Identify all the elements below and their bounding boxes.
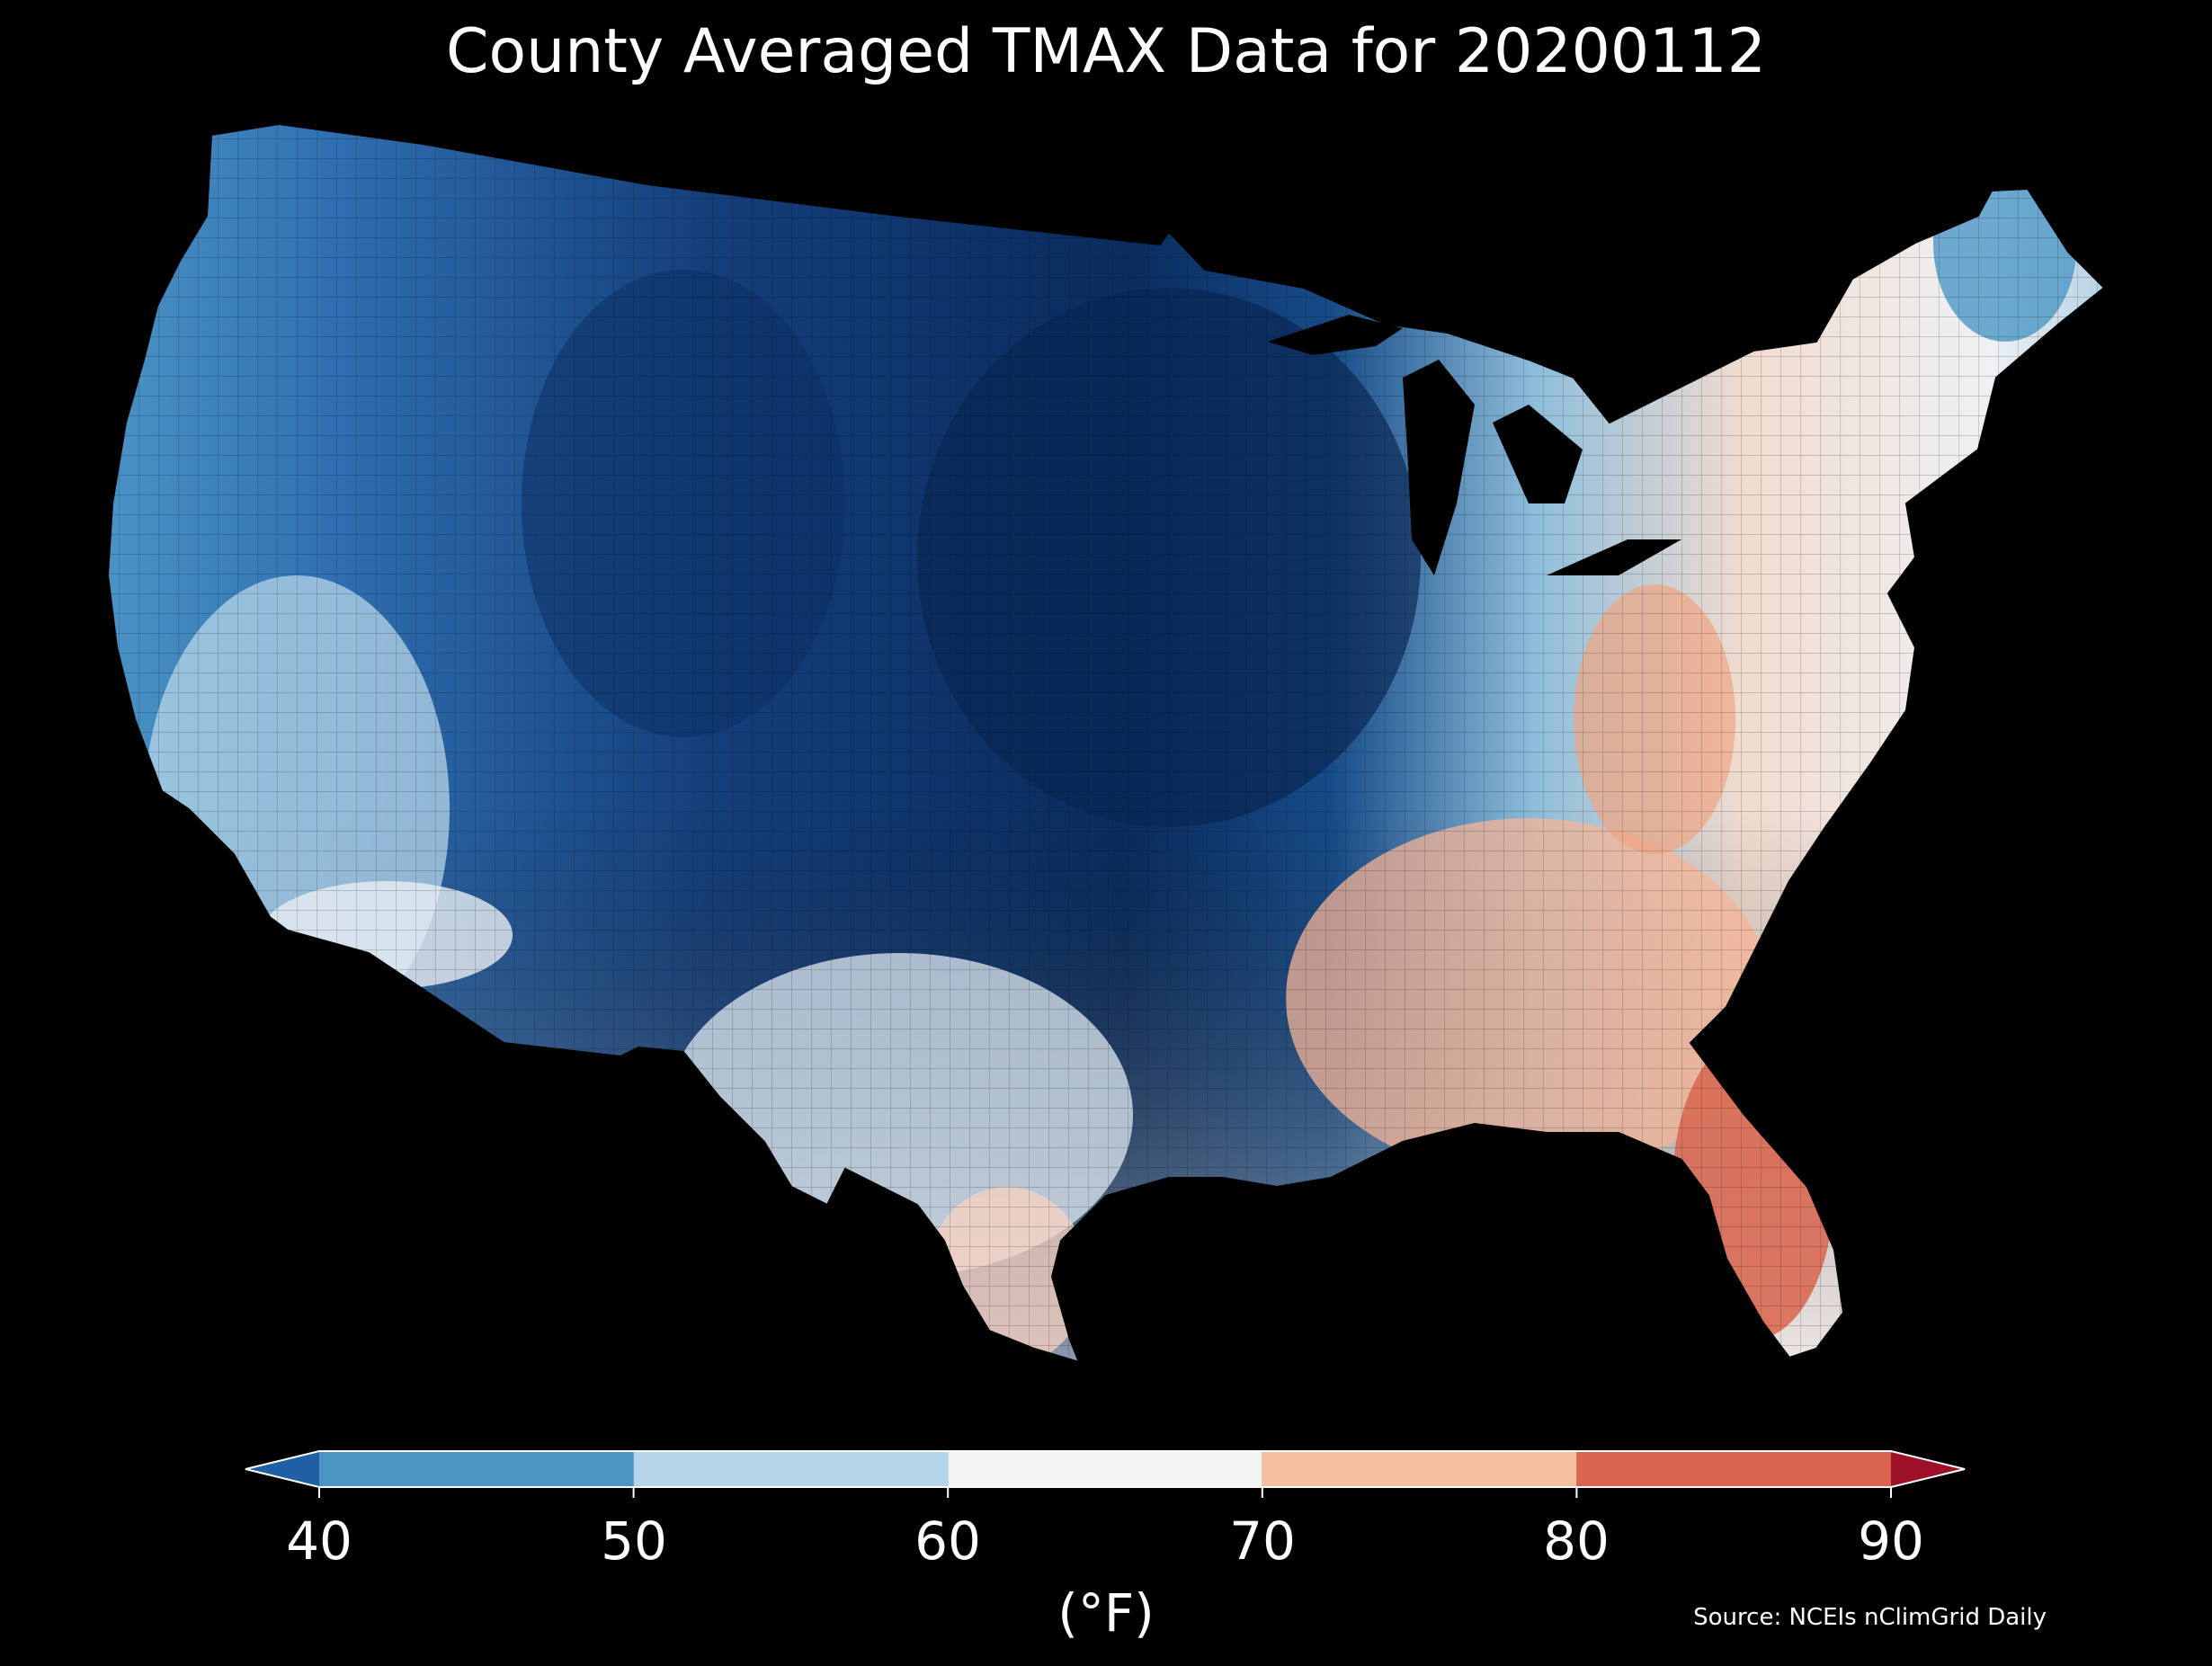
colorbar-bin-60-70: [948, 1451, 1262, 1487]
colorbar-unit-label: (°F): [1057, 1582, 1155, 1644]
colorbar-bin-50-60: [633, 1451, 949, 1487]
colorbar-tick-60: 60: [914, 1510, 981, 1572]
colorbar-tick-70: 70: [1229, 1510, 1296, 1572]
colorbar-extend-high: [1891, 1451, 1965, 1487]
colorbar-bin-80-90: [1576, 1451, 1891, 1487]
us-county-tmax-map: [107, 123, 2105, 1363]
colorbar-bin-40-50: [319, 1451, 634, 1487]
colorbar-tick-40: 40: [286, 1510, 352, 1572]
source-label: Source: NCEIs nClimGrid Daily: [1693, 1604, 2047, 1631]
colorbar-outline: [245, 1450, 1966, 1488]
colorbar-tick-50: 50: [601, 1510, 667, 1572]
great-lakes: [1268, 315, 1681, 575]
colorbar-tick-90: 90: [1858, 1510, 1924, 1572]
colorbar-tick-80: 80: [1543, 1510, 1610, 1572]
colorbar-bin-70-80: [1262, 1451, 1577, 1487]
map-title: County Averaged TMAX Data for 20200112: [446, 16, 1766, 87]
colorbar-extend-low: [245, 1451, 319, 1487]
county-choropleth: [108, 124, 2104, 1362]
